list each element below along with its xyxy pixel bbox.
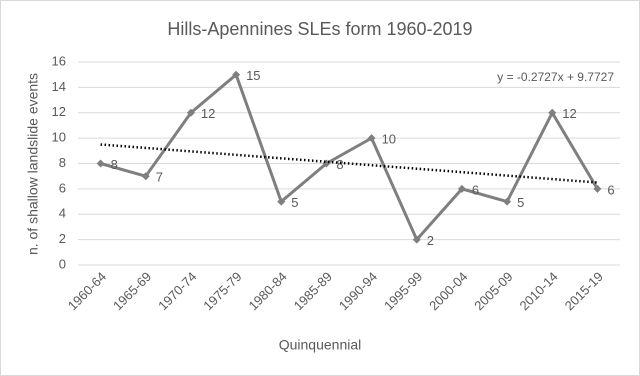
marker [277, 197, 286, 206]
y-tick-label: 6 [59, 180, 66, 195]
marker [412, 235, 421, 244]
y-tick-label: 2 [59, 231, 66, 246]
data-label: 7 [156, 170, 163, 185]
x-axis-label: Quinquennial [279, 337, 362, 353]
data-label: 5 [517, 195, 524, 210]
data-label: 15 [246, 68, 260, 83]
marker [548, 108, 557, 117]
data-line [100, 73, 599, 242]
marker [232, 70, 241, 79]
data-label: 2 [427, 233, 434, 248]
y-tick-label: 16 [52, 53, 66, 68]
marker [186, 108, 195, 117]
trendline [100, 143, 598, 184]
trendline-equation: y = -0.2727x + 9.7727 [497, 70, 614, 84]
chart-title: Hills-Apennines SLEs form 1960-2019 [167, 19, 472, 39]
data-label: 12 [201, 106, 215, 121]
data-label: 12 [562, 106, 576, 121]
y-tick-label: 12 [52, 104, 66, 119]
y-tick-label: 14 [52, 79, 66, 94]
marker [96, 159, 105, 168]
data-label: 8 [336, 157, 343, 172]
y-tick-label: 8 [59, 155, 66, 170]
data-label: 6 [607, 182, 614, 197]
y-tick-label: 0 [59, 256, 66, 271]
marker [141, 172, 150, 181]
data-label: 8 [111, 157, 118, 172]
marker [457, 184, 466, 193]
data-label: 6 [472, 182, 479, 197]
y-tick-label: 4 [59, 206, 66, 221]
y-tick-label: 10 [52, 130, 66, 145]
marker [503, 197, 512, 206]
data-label: 5 [291, 195, 298, 210]
data-label: 10 [382, 132, 396, 147]
marker [593, 184, 602, 193]
marker [367, 134, 376, 143]
y-axis-label: n. of shallow landslide events [25, 73, 41, 255]
